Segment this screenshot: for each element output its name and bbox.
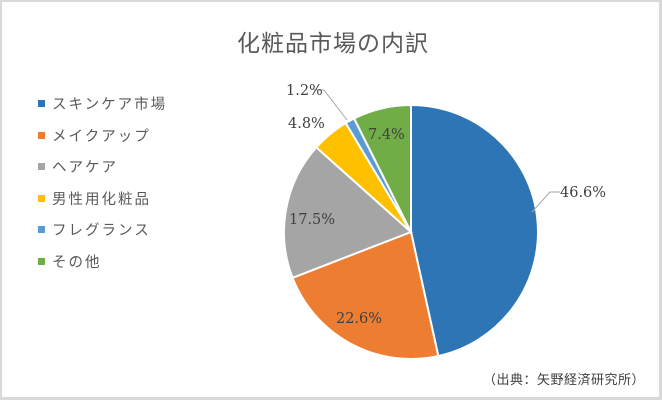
data-label-haircare: 17.5%: [289, 212, 335, 228]
legend-swatch-icon: [38, 257, 45, 265]
pie-slice-skincare: [410, 103, 539, 358]
legend-label: スキンケア市場: [52, 97, 168, 114]
data-label-other: 7.4%: [368, 127, 405, 143]
legend-item-haircare: ヘアケア: [38, 151, 167, 183]
leader-line-skincare: [531, 191, 560, 213]
data-label-mens-cosmetics: 4.8%: [288, 116, 325, 132]
pie-slice-other: [352, 103, 412, 233]
data-label-skincare: 46.6%: [560, 185, 606, 201]
legend-label: フレグランス: [52, 223, 151, 240]
legend-label: 男性用化粧品: [52, 191, 151, 208]
legend-label: その他: [52, 254, 102, 271]
pie-slice-haircare: [283, 145, 413, 280]
legend-item-skincare: スキンケア市場: [38, 88, 167, 120]
legend-swatch-icon: [38, 131, 45, 139]
pie-slices: [283, 103, 539, 360]
data-label-makeup: 22.6%: [336, 311, 382, 327]
legend-swatch-icon: [38, 226, 45, 234]
legend-item-mens-cosmetics: 男性用化粧品: [38, 183, 167, 215]
legend-item-other: その他: [38, 246, 167, 278]
legend-item-makeup: メイクアップ: [38, 120, 167, 152]
legend-label: メイクアップ: [52, 128, 151, 145]
legend-swatch-icon: [38, 194, 45, 202]
legend-swatch-icon: [38, 100, 45, 108]
legend-swatch-icon: [38, 163, 45, 171]
source-note: （出典：矢野経済研究所）: [482, 373, 645, 388]
legend-item-fragrance: フレグランス: [38, 214, 167, 246]
chart-legend: スキンケア市場 メイクアップ ヘアケア 男性用化粧品 フレグランス その他: [38, 88, 167, 277]
data-label-fragrance: 1.2%: [286, 83, 323, 99]
legend-label: ヘアケア: [52, 160, 118, 177]
leader-line-fragrance: [314, 89, 348, 121]
chart-title: 化粧品市場の内訳: [237, 31, 429, 57]
